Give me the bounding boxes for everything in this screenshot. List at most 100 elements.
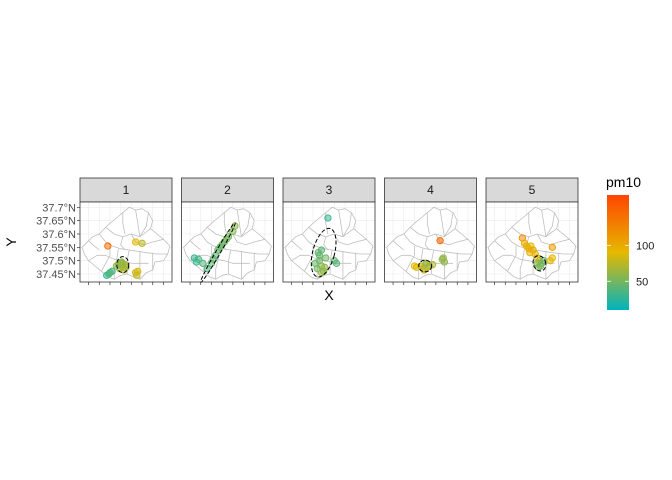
data-point (428, 261, 437, 269)
data-point (138, 239, 146, 247)
district-boundary (232, 233, 265, 246)
data-point (104, 242, 112, 250)
facet-strip-label: 1 (123, 183, 130, 197)
pm10-legend: pm10 50 100 (606, 174, 654, 310)
district-boundary (101, 246, 111, 272)
y-tick-label: 37.55°N (36, 242, 76, 254)
district-boundary (105, 226, 151, 238)
panel-border (79, 201, 173, 283)
district-boundary (189, 240, 202, 251)
district-boundary (541, 209, 547, 237)
facet-4: 4 (384, 177, 477, 285)
data-point (311, 259, 319, 267)
facet-strip-label: 4 (427, 183, 434, 197)
district-map (386, 206, 475, 280)
district-boundary (338, 209, 344, 237)
district-boundary (409, 226, 456, 238)
data-point (324, 214, 332, 222)
data-point (534, 263, 543, 271)
facet-strip-label: 2 (224, 183, 231, 197)
x-axis-title: X (324, 287, 334, 303)
district-boundary (291, 240, 303, 251)
district-boundary (329, 249, 333, 274)
district-boundary (494, 240, 506, 251)
facet-3: 3 (282, 177, 376, 285)
district-boundary (122, 212, 126, 235)
district-boundary (444, 212, 454, 237)
district-boundary (228, 249, 232, 274)
facet-strip (79, 177, 173, 203)
district-boundary (120, 236, 126, 251)
facet-strip (384, 177, 477, 203)
district-boundary (405, 246, 415, 272)
y-tick-label: 37.65°N (36, 216, 76, 228)
facet-panels: 1 2 3 4 5 (79, 177, 579, 285)
data-point (105, 270, 113, 278)
district-boundary (511, 226, 557, 238)
x-axis-ticks (88, 282, 164, 285)
y-tick-label: 37.45°N (36, 269, 76, 281)
x-axis-ticks (189, 282, 266, 285)
data-point (410, 262, 419, 270)
data-point (436, 237, 444, 245)
facet-5: 5 (485, 177, 579, 285)
y-tick-label: 37.6°N (42, 229, 76, 241)
district-boundary (545, 212, 555, 237)
x-axis-ticks (291, 282, 367, 285)
y-tick-label: 37.7°N (42, 202, 76, 214)
facet-points (311, 214, 341, 277)
facet-strip-label: 3 (326, 183, 333, 197)
x-axis-ticks (392, 282, 469, 285)
legend-title: pm10 (606, 174, 641, 190)
panel-border (181, 201, 274, 283)
facet-strip (282, 177, 376, 203)
sd-ellipse (418, 259, 433, 273)
district-boundary (308, 226, 354, 238)
sd-ellipse (116, 256, 130, 274)
district-boundary (223, 212, 227, 235)
legend-colorbar (607, 195, 629, 310)
data-point (322, 254, 330, 262)
facet-strip-label: 5 (529, 183, 536, 197)
district-boundary (135, 209, 141, 237)
data-point (332, 259, 341, 267)
district-boundary (519, 248, 525, 280)
data-point (314, 249, 322, 257)
district-boundary (139, 212, 149, 237)
district-boundary (424, 236, 430, 251)
facet-strip (485, 177, 579, 203)
district-boundary (189, 254, 250, 264)
legend-tick-label: 100 (636, 240, 654, 252)
facet-2: 2 (181, 177, 274, 285)
district-boundary (528, 212, 532, 235)
sd-ellipse (310, 227, 337, 278)
data-point (199, 259, 207, 267)
y-tick-label: 37.5°N (42, 256, 76, 268)
district-boundary (323, 236, 329, 251)
data-point (321, 263, 329, 271)
panel-border (282, 201, 376, 283)
facet-1: 1 (79, 177, 173, 285)
data-point (133, 271, 141, 279)
facet-strip (181, 177, 274, 203)
district-boundary (439, 209, 445, 237)
data-point (520, 239, 529, 247)
x-axis-ticks (494, 282, 570, 285)
data-point (548, 243, 556, 251)
district-boundary (333, 233, 367, 246)
district-boundary (88, 254, 149, 264)
district-boundary (236, 209, 242, 237)
legend-tick-label: 50 (636, 276, 648, 288)
data-point (548, 254, 556, 262)
facet-points (103, 238, 146, 279)
sd-ellipse (532, 255, 547, 272)
district-boundary (342, 212, 352, 237)
district-boundary (426, 212, 430, 235)
district-boundary (392, 240, 405, 251)
y-axis-title: Y (3, 237, 19, 247)
panel-border (384, 201, 477, 283)
district-boundary (241, 212, 251, 237)
data-point (439, 254, 447, 262)
district-boundary (507, 246, 517, 272)
